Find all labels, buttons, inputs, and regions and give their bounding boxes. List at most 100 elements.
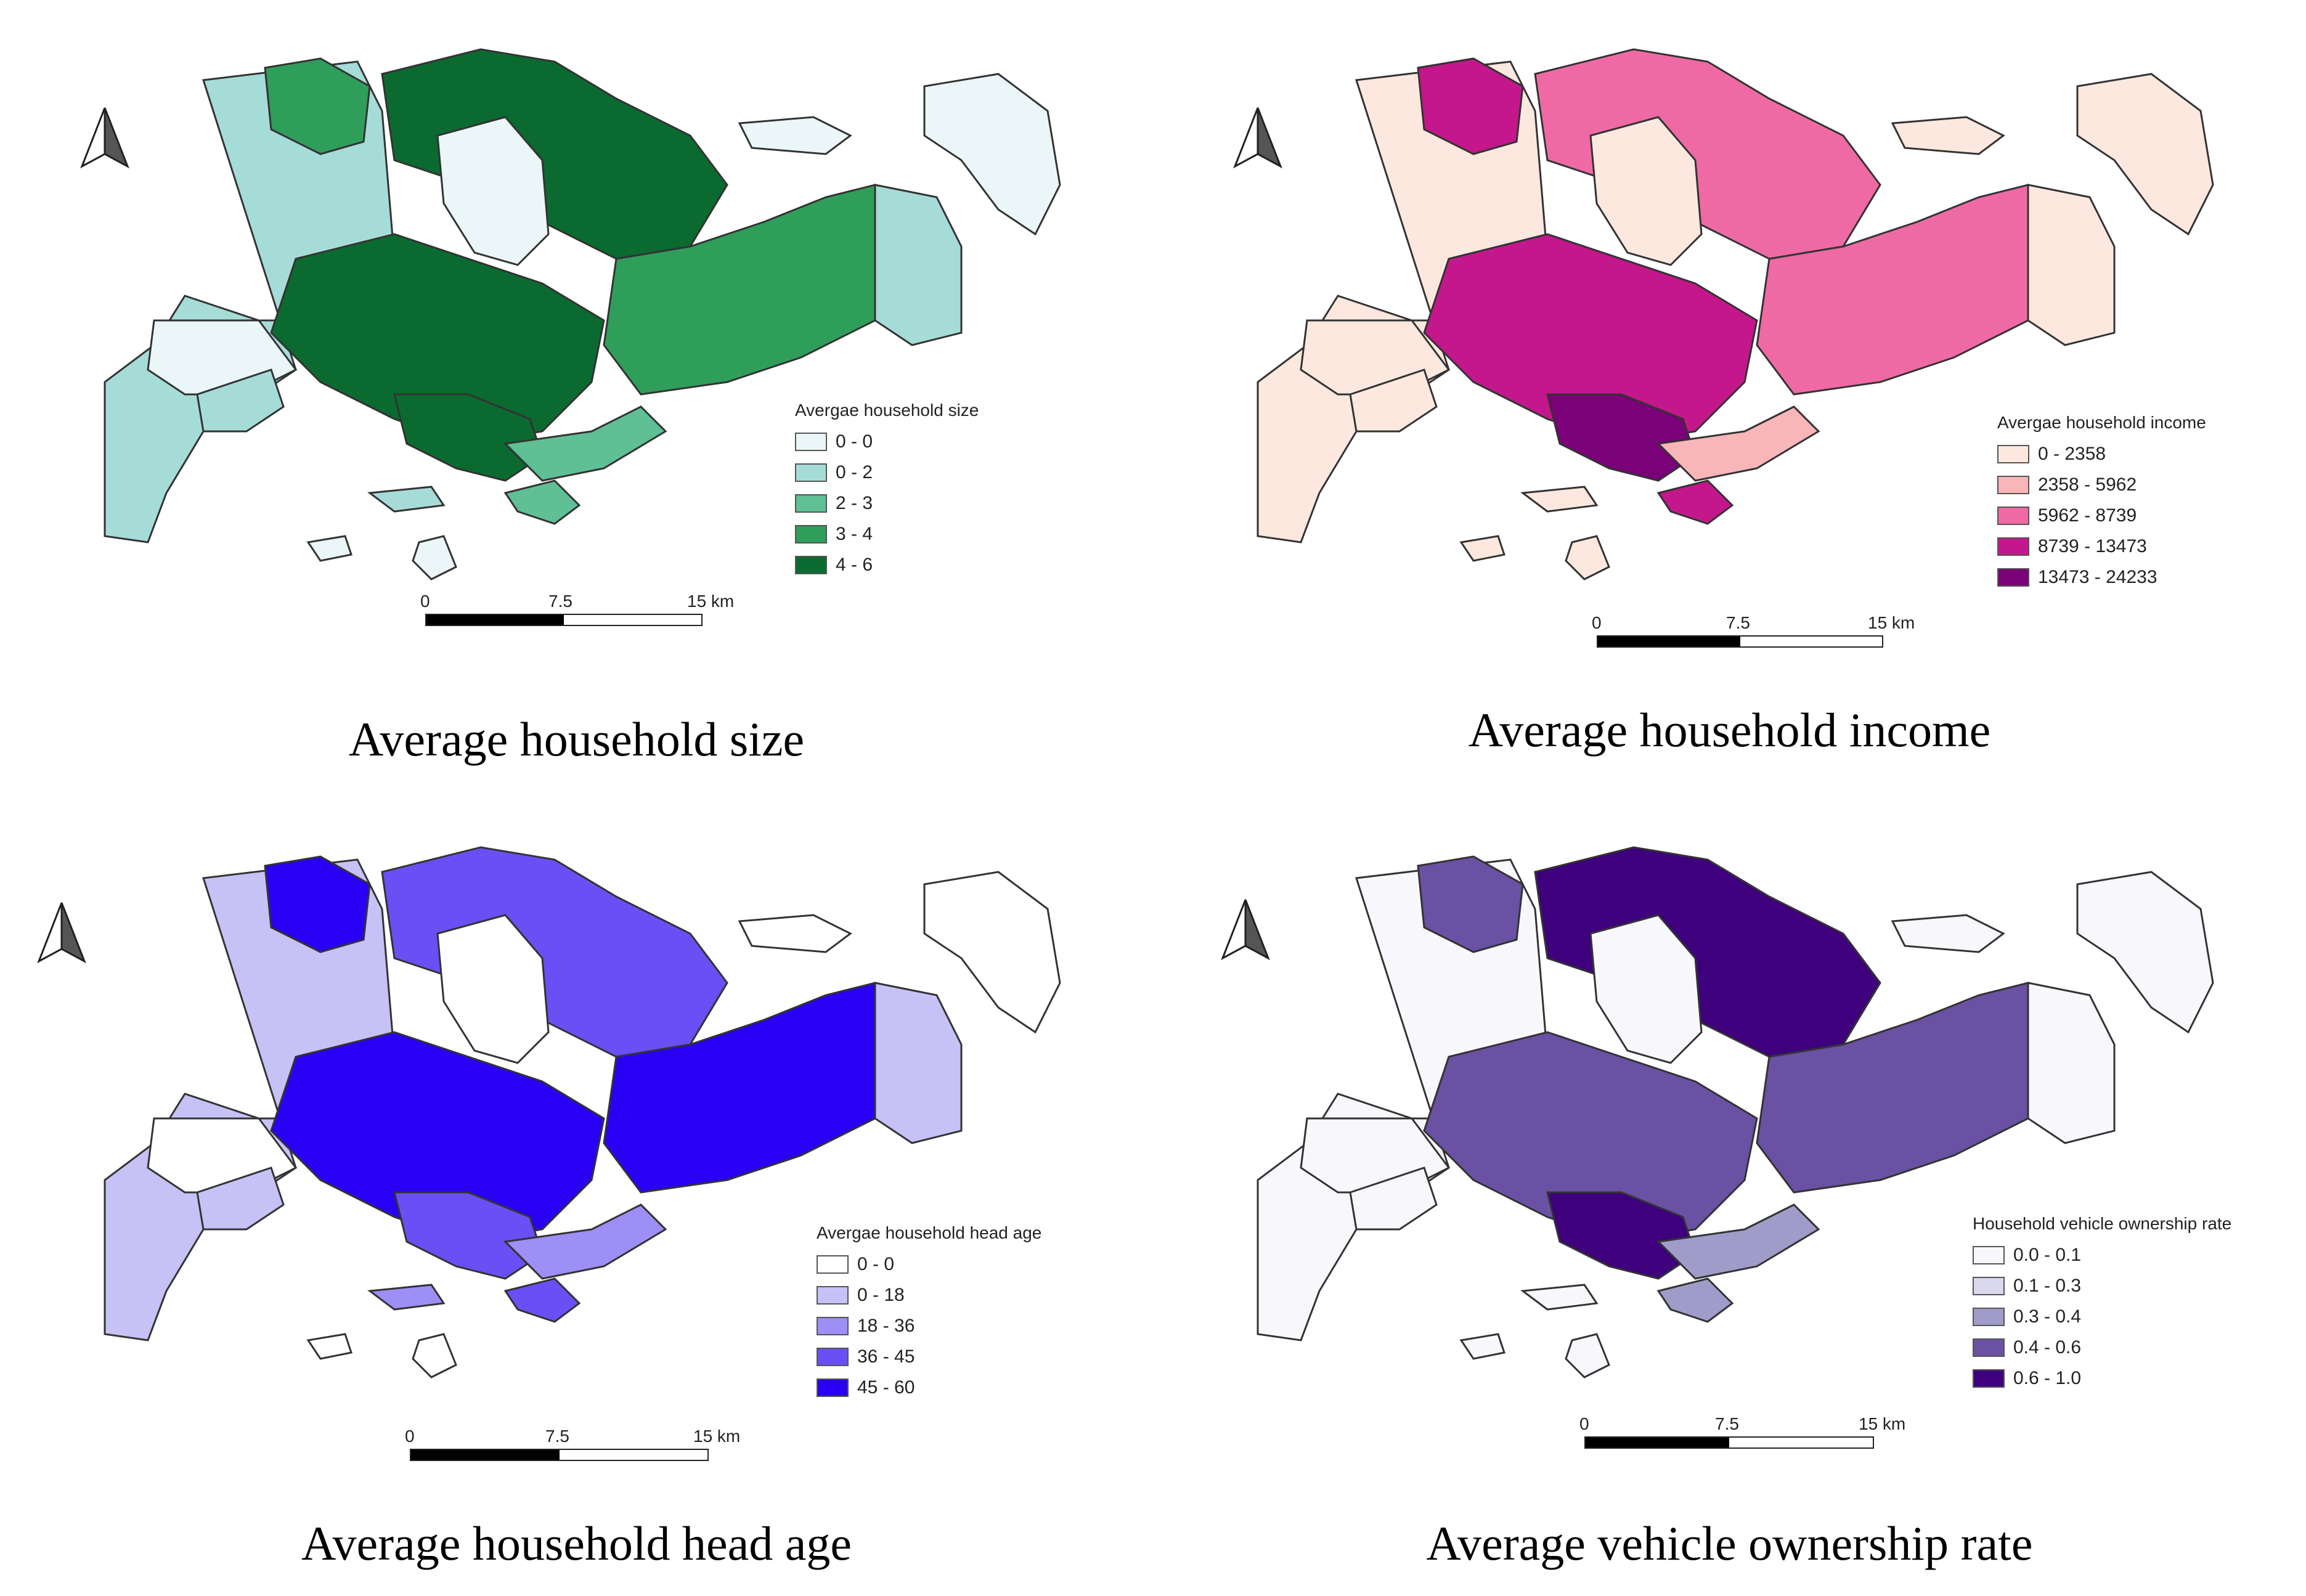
island-tekong	[2076, 73, 2214, 236]
map-panel-vehicle-ownership: Household vehicle ownership rate 0.0 - 0…	[1153, 798, 2306, 1596]
legend-label: 36 - 45	[857, 1346, 915, 1367]
scale-label-mid: 7.5	[548, 592, 572, 611]
north-arrow-icon	[1221, 899, 1270, 961]
legend-label: 0.1 - 0.3	[2013, 1276, 2082, 1296]
legend-swatch	[1973, 1246, 2005, 1264]
legend-item: 0.6 - 1.0	[1973, 1363, 2231, 1394]
legend-label: 0 - 18	[857, 1285, 905, 1305]
region-northwest	[1417, 57, 1524, 155]
legend-label: 0 - 2	[836, 462, 873, 482]
legend-item: 0.4 - 0.6	[1973, 1332, 2231, 1363]
island-sentosa	[503, 479, 581, 525]
island-ubin	[738, 914, 852, 953]
scale-label-end: 15 km	[1859, 1414, 1906, 1433]
island-jurong	[1349, 1166, 1438, 1231]
legend-label: 0 - 0	[836, 431, 873, 452]
legend-swatch	[795, 433, 827, 451]
legend-item: 0 - 0	[817, 1249, 1041, 1280]
region-northwest	[264, 855, 371, 953]
north-arrow-icon	[1233, 107, 1282, 169]
panel-caption: Average household income	[1468, 703, 1991, 757]
island-jurong	[196, 1166, 285, 1231]
region-south-core	[1546, 1191, 1697, 1280]
legend-item: 4 - 6	[795, 550, 979, 580]
island-jurong	[196, 368, 285, 433]
panel-caption: Average vehicle ownership rate	[1426, 1517, 2033, 1570]
region-northwest	[1417, 855, 1524, 953]
island-jurong	[1349, 368, 1438, 433]
island-south-3	[412, 1333, 457, 1378]
scale-label-end: 15 km	[1868, 613, 1915, 632]
legend-item: 0.3 - 0.4	[1973, 1301, 2231, 1332]
legend-swatch	[795, 556, 827, 574]
legend-swatch	[795, 463, 827, 482]
legend-swatch	[1997, 476, 2029, 494]
legend-label: 18 - 36	[857, 1316, 915, 1336]
scale-label-zero: 0	[420, 592, 430, 611]
region-reservoir	[1589, 116, 1703, 266]
legend-swatch	[1973, 1308, 2005, 1326]
region-reservoir	[436, 116, 550, 266]
region-south-core	[393, 393, 544, 482]
legend-label: 0.3 - 0.4	[2013, 1306, 2082, 1327]
scale-label-mid: 7.5	[545, 1427, 569, 1446]
island-sentosa	[1656, 1277, 1734, 1323]
region-east	[874, 184, 963, 346]
north-arrow-icon	[37, 902, 86, 964]
legend-swatch	[795, 525, 827, 544]
legend-item: 2 - 3	[795, 488, 979, 519]
region-south-core	[1546, 393, 1697, 482]
legend-swatch	[817, 1317, 849, 1335]
island-south-1	[1520, 486, 1599, 513]
region-central-north	[381, 48, 728, 260]
island-south-2	[1459, 1333, 1505, 1360]
legend-item: 0 - 0	[795, 426, 979, 457]
island-ubin	[738, 116, 852, 155]
region-south-ext	[1656, 1203, 1820, 1280]
island-sentosa	[1656, 479, 1734, 525]
legend-label: 3 - 4	[836, 524, 873, 544]
scale-label-mid: 7.5	[1726, 613, 1750, 632]
scale-label-zero: 0	[1579, 1414, 1589, 1433]
map-regions	[1257, 846, 2214, 1378]
region-reservoir	[1589, 914, 1703, 1064]
region-central	[270, 233, 605, 445]
panel-caption: Average household size	[348, 712, 805, 766]
island-tekong	[2076, 871, 2214, 1034]
legend-title: Household vehicle ownership rate	[1973, 1214, 2232, 1233]
legend-swatch	[1973, 1369, 2005, 1388]
legend-swatch	[817, 1286, 849, 1305]
island-ubin	[1891, 116, 2005, 155]
panel-caption: Average household head age	[301, 1517, 852, 1570]
island-south-3	[1565, 1333, 1610, 1378]
region-northwest	[264, 57, 371, 155]
region-central	[270, 1031, 605, 1243]
scale-label-zero: 0	[1592, 613, 1602, 632]
region-south-ext	[503, 1203, 667, 1280]
region-central	[1423, 1031, 1758, 1243]
legend-label: 0 - 0	[857, 1254, 895, 1274]
region-central-north	[381, 846, 728, 1058]
island-ubin	[1891, 914, 2005, 953]
legend-item: 2358 - 5962	[1997, 470, 2206, 500]
region-east	[874, 982, 963, 1144]
legend-item: 0 - 2358	[1997, 439, 2206, 470]
legend-swatch	[1973, 1338, 2005, 1357]
region-central-north	[1534, 846, 1881, 1058]
map-panel-household-size: Avergae household size 0 - 0 0 - 2 2 - 3…	[0, 0, 1153, 798]
map-legend: Avergae household income 0 - 2358 2358 -…	[1997, 413, 2206, 593]
legend-swatch	[1997, 445, 2029, 463]
legend-item: 0.1 - 0.3	[1973, 1271, 2231, 1301]
legend-item: 5962 - 8739	[1997, 500, 2206, 531]
region-east	[2027, 982, 2116, 1144]
region-reservoir	[436, 914, 550, 1064]
legend-title: Avergae household head age	[817, 1223, 1042, 1242]
map-regions	[1257, 48, 2214, 580]
region-south-ext	[503, 405, 667, 482]
choropleth-map	[1257, 846, 2214, 1378]
legend-label: 0.6 - 1.0	[2013, 1368, 2082, 1388]
scale-bar: 0 7.5 15 km	[1592, 613, 1915, 648]
scale-label-end: 15 km	[693, 1427, 741, 1446]
legend-swatch	[1973, 1277, 2005, 1295]
scale-label-mid: 7.5	[1715, 1414, 1739, 1433]
